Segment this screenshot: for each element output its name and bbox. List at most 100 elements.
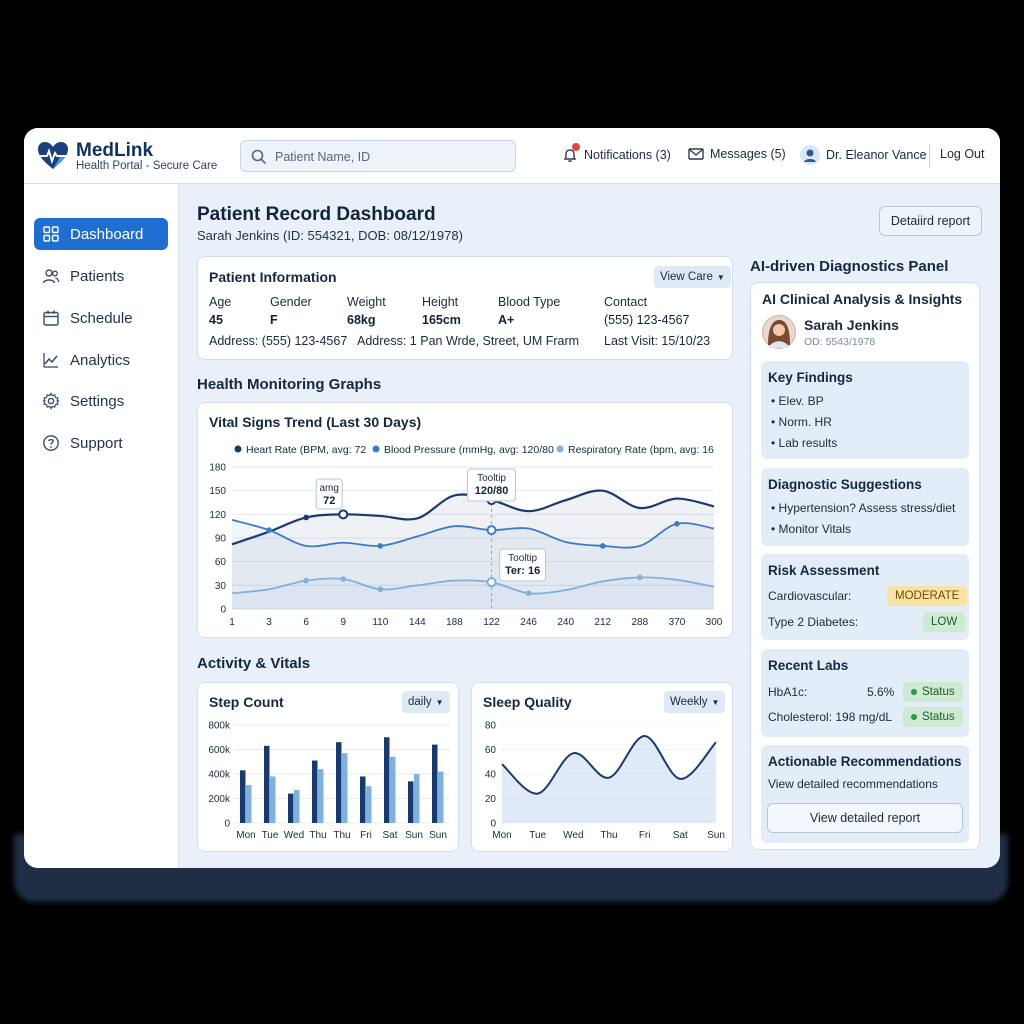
y-tick-label: 600k (208, 745, 231, 756)
x-tick-label: 288 (632, 617, 649, 628)
y-tick-label: 40 (485, 770, 497, 781)
x-tick-label: Fri (639, 830, 651, 841)
bar (390, 756, 396, 823)
contact-label: Contact (604, 295, 648, 309)
gender-label: Gender (270, 295, 312, 309)
sleep-line (501, 735, 717, 795)
bar (414, 774, 420, 823)
list-item: • Monitor Vitals (771, 522, 852, 536)
risk-title: Risk Assessment (768, 563, 880, 578)
view-care-label: View Care (660, 271, 713, 283)
gear-icon (42, 392, 60, 410)
lab-label-cholesterol: Cholesterol: 198 mg/dL (768, 710, 893, 724)
view-detailed-report-button[interactable]: View detailed report (767, 803, 963, 833)
search-input[interactable] (275, 147, 505, 167)
tooltip-box (467, 468, 517, 502)
patient-info-title: Patient Information (209, 269, 337, 285)
bar (438, 771, 444, 823)
x-tick-label: Thu (309, 830, 326, 841)
series-area (232, 519, 714, 609)
sleep-period-dropdown[interactable]: Weekly ▼ (664, 691, 726, 713)
app-subtitle: Health Portal - Secure Care (76, 160, 218, 172)
diagnostic-title: Diagnostic Suggestions (768, 477, 922, 492)
sidebar-item-settings[interactable]: Settings (34, 385, 168, 417)
grid-icon (43, 226, 59, 242)
activity-section-title: Activity & Vitals (197, 655, 311, 672)
logout-button[interactable]: Log Out (940, 147, 985, 161)
data-point (266, 527, 272, 533)
x-tick-label: Mon (492, 830, 511, 841)
legend-label: Heart Rate (BPM, avg: 72 (246, 444, 366, 456)
sidebar-item-label: Analytics (70, 351, 131, 369)
last-visit: Last Visit: 15/10/23 (604, 334, 711, 348)
detailed-report-button[interactable]: Detaiird report (879, 206, 982, 236)
diagnostic-panel: Diagnostic Suggestions • Hypertension? A… (761, 468, 969, 546)
x-tick-label: Tue (262, 830, 279, 841)
labs-title: Recent Labs (768, 658, 849, 673)
app-window: MedLink Health Portal - Secure Care Noti… (24, 128, 1000, 868)
weight-value: 68kg (347, 313, 376, 327)
bar (366, 786, 372, 823)
series-area (232, 490, 714, 609)
notifications-button[interactable]: Notifications (3) (562, 143, 671, 163)
bar (264, 745, 270, 823)
status-dot-icon (911, 714, 917, 720)
tooltip-label: Tooltip (508, 553, 537, 564)
recommendations-title: Actionable Recommendations (768, 754, 962, 769)
y-tick-label: 0 (224, 819, 230, 830)
header-divider (929, 144, 930, 168)
step-period-dropdown[interactable]: daily ▼ (402, 691, 450, 713)
list-item: • Lab results (771, 436, 838, 450)
bar (240, 770, 246, 823)
y-tick-label: 60 (485, 745, 497, 756)
sidebar-item-label: Support (70, 434, 123, 452)
x-tick-label: 300 (706, 617, 723, 628)
user-menu[interactable]: Dr. Eleanor Vance (800, 145, 927, 165)
sidebar-item-patients[interactable]: Patients (34, 260, 168, 292)
x-tick-label: 188 (446, 617, 463, 628)
risk-label-cardio: Cardiovascular: (768, 589, 852, 603)
legend-marker (372, 445, 380, 453)
y-tick-label: 120 (209, 510, 226, 521)
step-count-chart: 0 200k 400k 600k 800k Mon Tue Wed Thu Thu Fri Sat Su… (208, 721, 450, 841)
vital-signs-title: Vital Signs Trend (Last 30 Days) (209, 414, 422, 430)
x-tick-label: Thu (600, 830, 617, 841)
data-point (340, 576, 347, 582)
contact-value: (555) 123-4567 (604, 313, 690, 327)
tooltip-box (499, 548, 547, 582)
legend-label: Respiratory Rate (bpm, avg: 16 (568, 444, 714, 456)
data-point (303, 514, 309, 521)
data-point (599, 543, 606, 549)
sidebar: Dashboard Patients Schedule Analytics Se… (24, 184, 179, 868)
ai-panel-title: AI-driven Diagnostics Panel (750, 258, 949, 275)
x-tick-label: Wed (284, 830, 304, 841)
bar (246, 785, 252, 823)
view-care-dropdown[interactable]: View Care ▼ (654, 266, 731, 288)
y-tick-label: 90 (215, 534, 227, 545)
messages-button[interactable]: Messages (5) (688, 147, 786, 161)
lab-value-hba1c: 5.6% (867, 685, 895, 699)
data-point (338, 509, 349, 520)
y-tick-label: 400k (208, 770, 231, 781)
x-tick-label: Sat (382, 830, 397, 841)
list-item: • Hypertension? Assess stress/diet (771, 501, 956, 515)
sidebar-item-dashboard[interactable]: Dashboard (34, 218, 168, 250)
height-value: 165cm (422, 313, 461, 327)
step-count-title: Step Count (209, 694, 284, 710)
sidebar-item-schedule[interactable]: Schedule (34, 302, 168, 334)
bar (432, 744, 438, 823)
bar (342, 753, 348, 823)
bar (384, 737, 390, 823)
patient-info-card: Patient Information View Care ▼ Age 45 G… (197, 256, 733, 360)
notification-badge (572, 143, 580, 151)
y-tick-label: 800k (208, 721, 231, 732)
x-tick-label: Sat (673, 830, 688, 841)
chevron-down-icon: ▼ (711, 697, 720, 707)
sidebar-item-support[interactable]: Support (34, 427, 168, 459)
x-tick-label: Mon (236, 830, 255, 841)
gender-value: F (270, 313, 278, 327)
data-point (674, 521, 680, 527)
data-point (525, 590, 532, 597)
sidebar-item-analytics[interactable]: Analytics (34, 344, 168, 376)
x-tick-label: 212 (594, 617, 611, 628)
